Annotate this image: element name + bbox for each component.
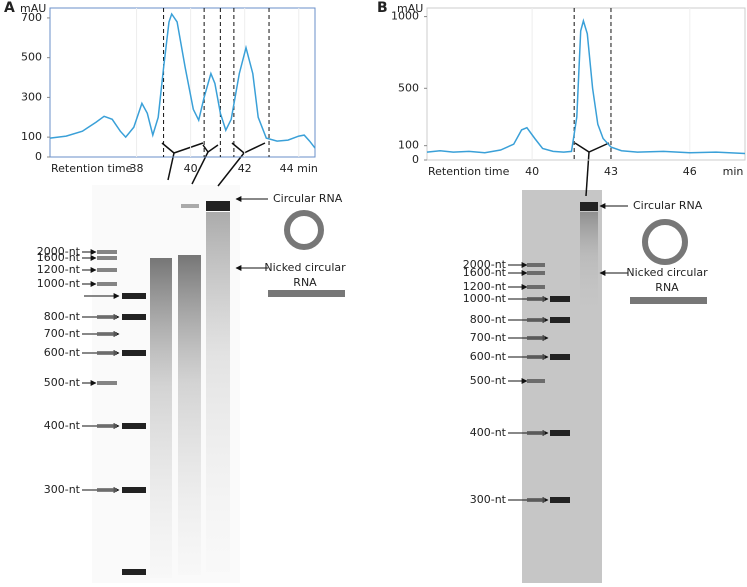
- ladder-band: [97, 351, 117, 355]
- band: [206, 201, 230, 211]
- gel-label: Circular RNA: [273, 192, 343, 205]
- x-tick-label: 38: [130, 162, 144, 175]
- ladder-band: [527, 336, 545, 340]
- marker-label: 1600-nt: [37, 251, 81, 264]
- marker-label: 2000-nt: [463, 258, 507, 271]
- ladder-band: [527, 355, 545, 359]
- ladder-band: [97, 268, 117, 272]
- x-axis-label: Retention time: [51, 162, 133, 175]
- marker-label: 400-nt: [44, 419, 81, 432]
- y-tick-label: 1000: [391, 10, 419, 23]
- marker-label: 500-nt: [470, 374, 507, 387]
- y-tick-label: 500: [21, 51, 42, 64]
- band: [550, 317, 570, 323]
- ladder-band: [527, 318, 545, 322]
- panel-label: A: [4, 0, 15, 16]
- marker-label: 700-nt: [470, 331, 507, 344]
- band: [122, 314, 146, 320]
- ladder-band: [527, 431, 545, 435]
- lane-smear: [150, 258, 172, 578]
- ladder-band: [527, 297, 545, 301]
- marker-label: 600-nt: [470, 350, 507, 363]
- ladder-band: [97, 424, 117, 428]
- arrows: [84, 196, 628, 299]
- gel-label: Nicked circular: [264, 261, 346, 274]
- ladder-band: [527, 498, 545, 502]
- bar-icon: [630, 297, 707, 304]
- band: [181, 204, 199, 208]
- x-tick-label: 40: [184, 162, 198, 175]
- ladder-band: [97, 381, 117, 385]
- connector: [161, 142, 610, 197]
- marker-label: 500-nt: [44, 376, 81, 389]
- y-tick-label: 0: [412, 153, 419, 166]
- x-axis-label: Retention time: [428, 165, 510, 178]
- circle-icon: [284, 210, 324, 250]
- y-tick-label: 100: [21, 130, 42, 143]
- x-tick-label: 44 min: [280, 162, 318, 175]
- marker-label: 800-nt: [470, 313, 507, 326]
- lane-smear: [178, 255, 201, 575]
- y-tick-label: 300: [21, 90, 42, 103]
- band: [122, 350, 146, 356]
- marker-label: 300-nt: [470, 493, 507, 506]
- gel-label: RNA: [293, 276, 317, 289]
- x-tick-label: 46: [683, 165, 697, 178]
- lane-smear: [206, 212, 230, 572]
- marker-label: 1000-nt: [37, 277, 81, 290]
- gel-label: RNA: [655, 281, 679, 294]
- chromatogram-line: [426, 18, 746, 155]
- ladder-band: [97, 282, 117, 286]
- band: [580, 202, 598, 211]
- marker-label: 800-nt: [44, 310, 81, 323]
- chromatogram-line: [49, 12, 316, 149]
- band: [550, 354, 570, 360]
- bar-icon: [268, 290, 345, 297]
- ladder-band: [527, 379, 545, 383]
- band: [550, 430, 570, 436]
- y-tick-label: 100: [398, 139, 419, 152]
- y-tick-label: 0: [35, 150, 42, 163]
- marker-label: 600-nt: [44, 346, 81, 359]
- plot-frame: [49, 7, 316, 158]
- marker-label: 1600-nt: [463, 266, 507, 279]
- ladder-band: [97, 315, 117, 319]
- ladder-band: [527, 271, 545, 275]
- ladder-band: [97, 332, 117, 336]
- y-axis-label: mAU: [397, 2, 423, 15]
- circle-icon: [642, 219, 688, 265]
- y-axis-label: mAU: [20, 2, 46, 15]
- x-tick-label: 42: [238, 162, 252, 175]
- ladder-band: [527, 285, 545, 289]
- panel-label: B: [377, 0, 388, 16]
- band: [550, 497, 570, 503]
- plot-frame: [426, 7, 746, 161]
- marker-label: 400-nt: [470, 426, 507, 439]
- x-tick-label: 40: [525, 165, 539, 178]
- y-tick-label: 500: [398, 81, 419, 94]
- marker-label: 1000-nt: [463, 292, 507, 305]
- band: [122, 569, 146, 575]
- ladder-band: [97, 256, 117, 260]
- band: [122, 423, 146, 429]
- ladder-band: [97, 488, 117, 492]
- band: [122, 487, 146, 493]
- ladder-band: [527, 263, 545, 267]
- x-unit: min: [723, 165, 744, 178]
- gel-label: Circular RNA: [633, 199, 703, 212]
- marker-label: 300-nt: [44, 483, 81, 496]
- y-tick-label: 700: [21, 11, 42, 24]
- x-tick-label: 43: [604, 165, 618, 178]
- gel-label: Nicked circular: [626, 266, 708, 279]
- marker-label: 1200-nt: [37, 263, 81, 276]
- marker-label: 700-nt: [44, 327, 81, 340]
- band: [122, 293, 146, 299]
- marker-label: 1200-nt: [463, 280, 507, 293]
- marker-label: 2000-nt: [37, 245, 81, 258]
- lane-smear: [580, 212, 598, 322]
- band: [550, 296, 570, 302]
- ladder-band: [97, 250, 117, 254]
